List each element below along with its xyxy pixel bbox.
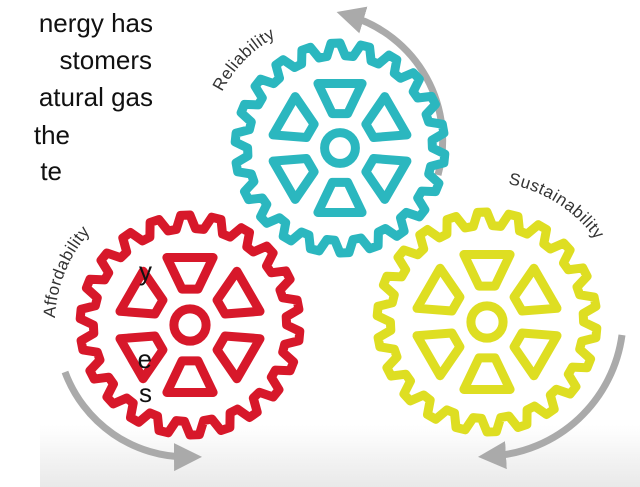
body-text-line: s [139, 378, 152, 408]
gear-window [268, 154, 319, 204]
gear-window [361, 154, 412, 204]
arrow [61, 370, 202, 472]
gear-window [212, 266, 265, 319]
gear-hub [169, 304, 211, 346]
body-text-line: atural gas [39, 82, 153, 112]
body-text-line: y [139, 256, 152, 286]
gear-window [459, 250, 515, 291]
gear-window [361, 92, 412, 142]
gear-window [459, 353, 515, 394]
gear-window [313, 79, 367, 119]
gear [372, 207, 602, 437]
gear-hub [320, 128, 360, 168]
gear-hub [466, 301, 508, 343]
gear [230, 38, 450, 258]
gear-window [162, 253, 218, 294]
gear-window [268, 92, 319, 142]
gear [75, 210, 305, 440]
body-text-line: stomers [60, 45, 152, 75]
gear-window [313, 177, 367, 217]
gear-window [509, 328, 562, 381]
body-text-line: te [40, 156, 62, 186]
body-text-line: e [138, 344, 152, 374]
gear-window [115, 266, 168, 319]
gear-window [212, 331, 265, 384]
gear-window [115, 331, 168, 384]
body-text-line: the [34, 120, 70, 150]
gear-window [509, 263, 562, 316]
arrow [478, 334, 626, 470]
gear-window [412, 263, 465, 316]
bottom-fade [40, 425, 640, 487]
body-text-line: nergy has [39, 8, 153, 38]
gear-window [162, 356, 218, 397]
gear-window [412, 328, 465, 381]
